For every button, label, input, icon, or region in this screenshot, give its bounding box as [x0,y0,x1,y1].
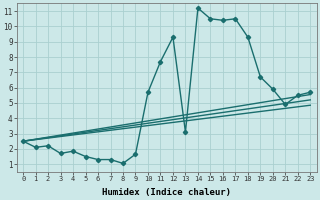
X-axis label: Humidex (Indice chaleur): Humidex (Indice chaleur) [102,188,231,197]
